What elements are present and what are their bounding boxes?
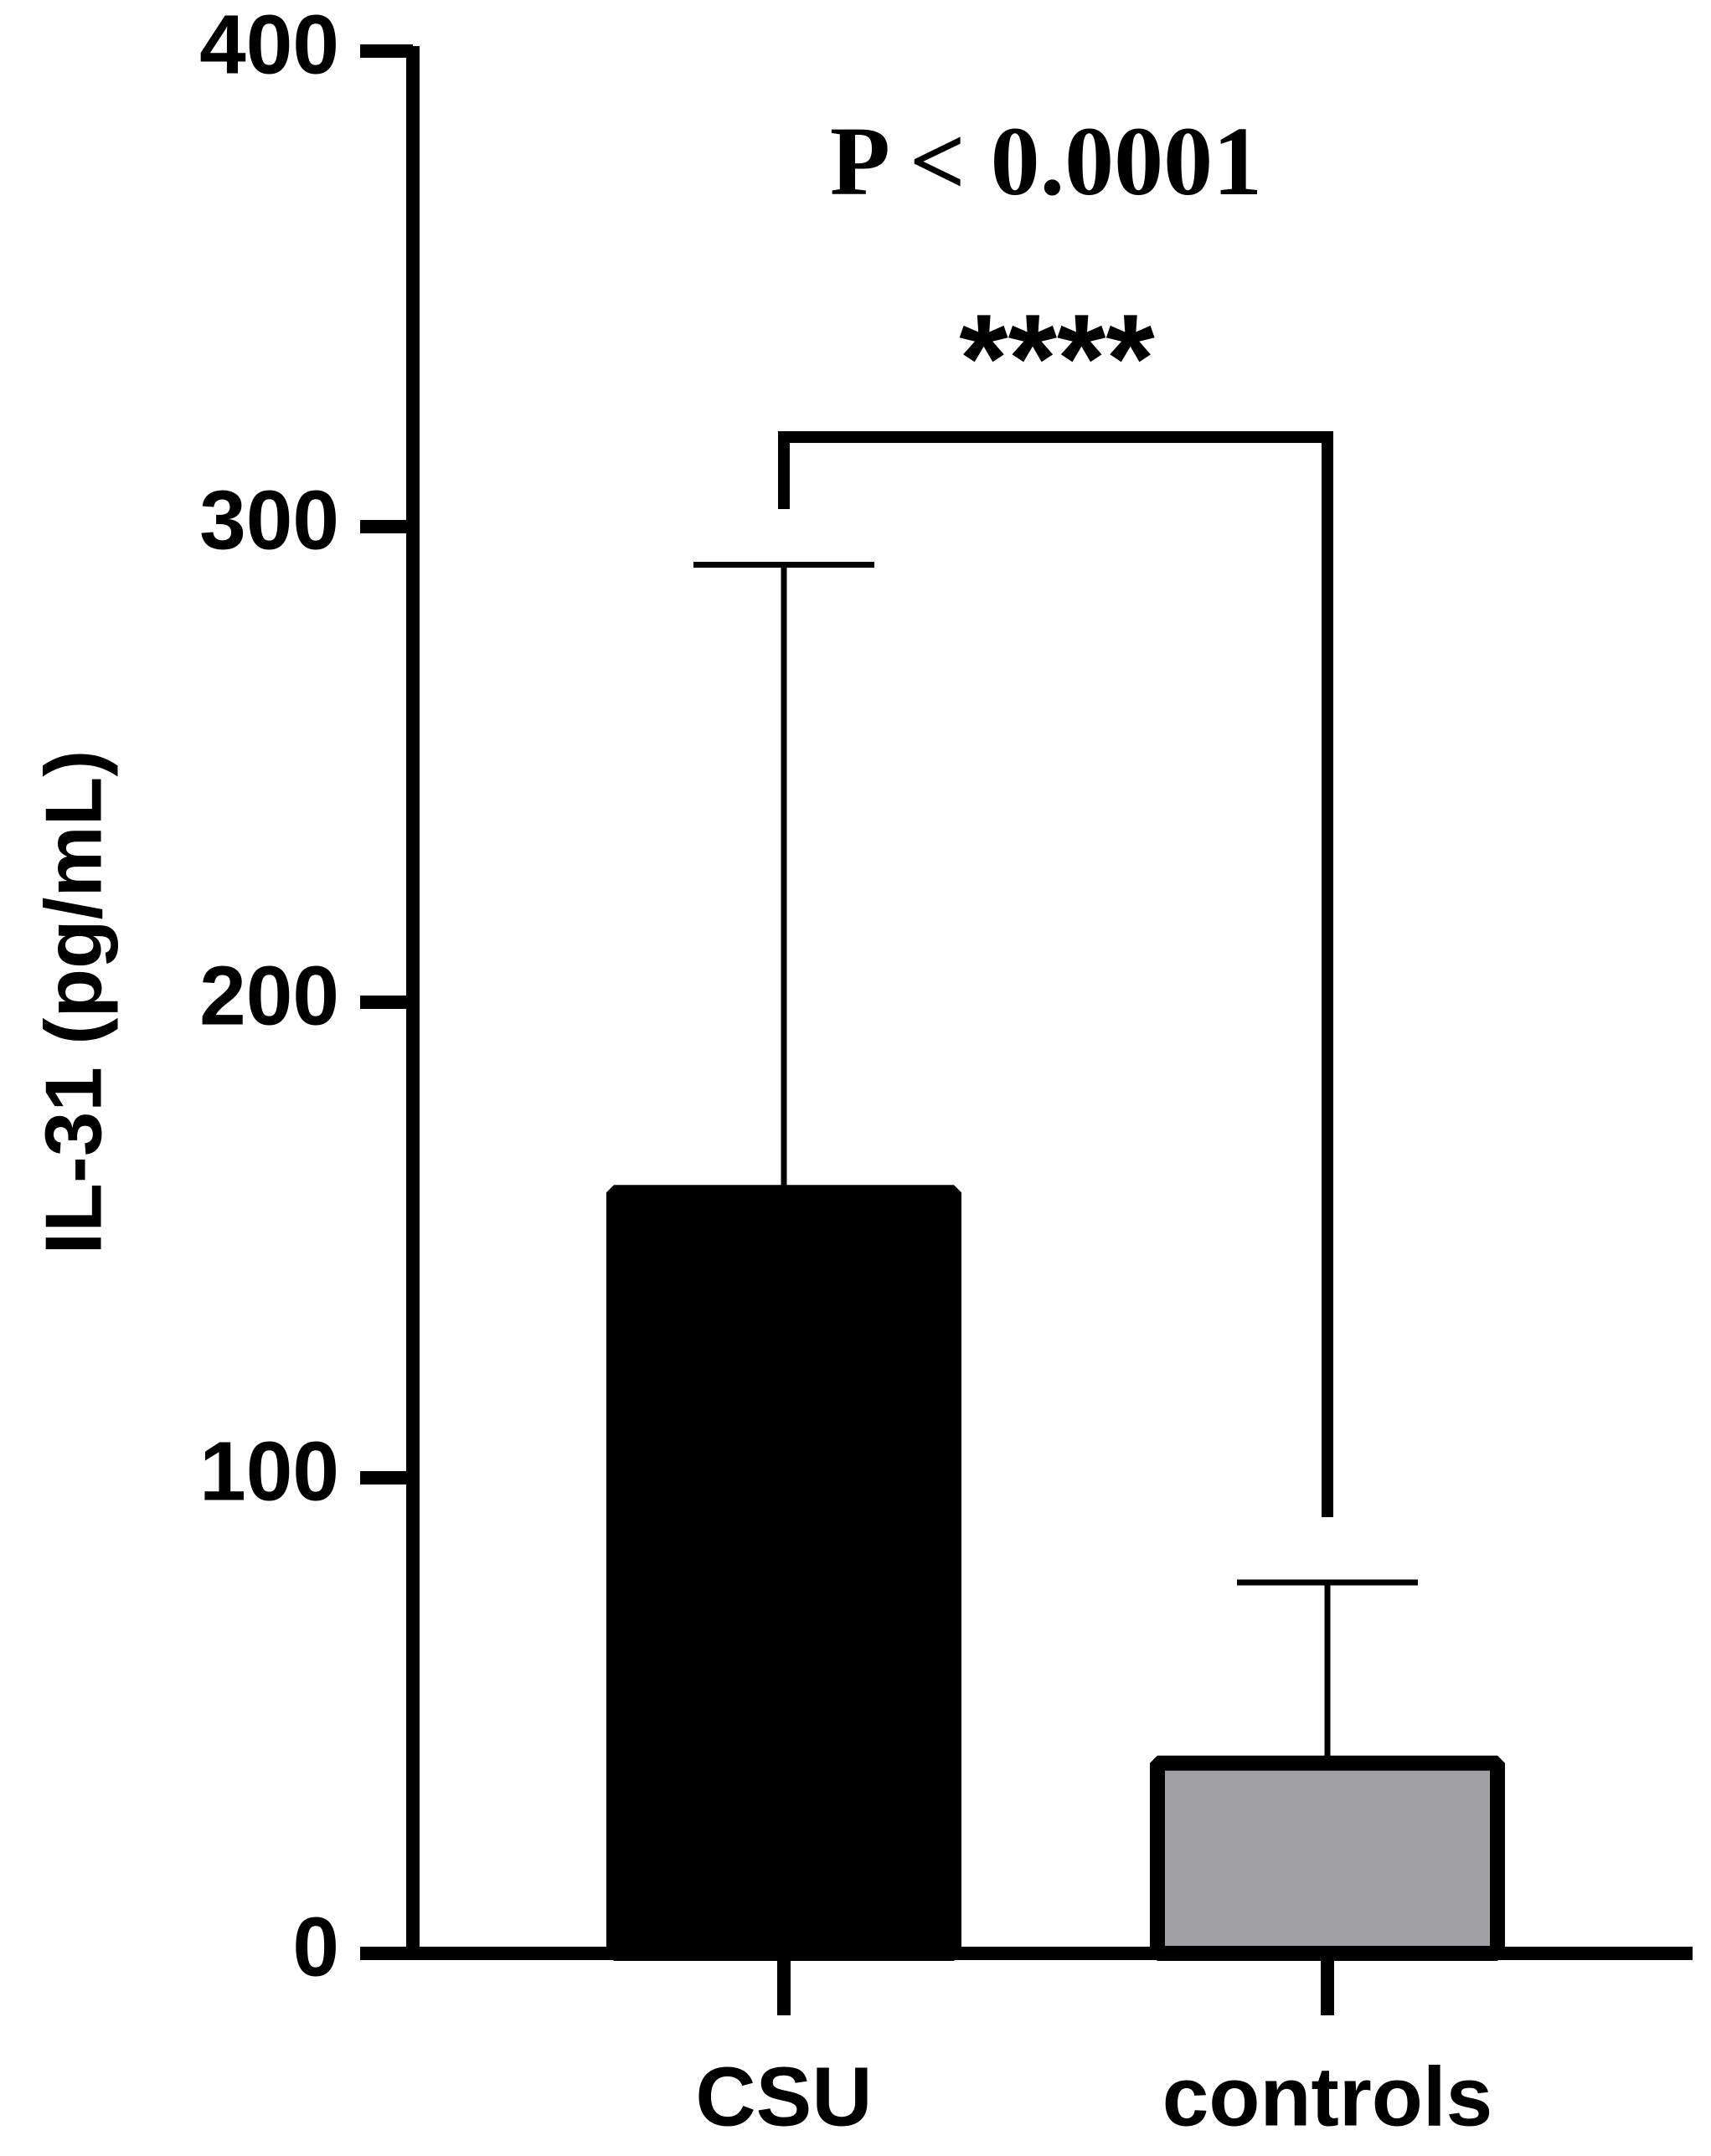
bar	[1150, 1755, 1505, 1962]
bar	[606, 1185, 961, 1961]
bracket	[778, 431, 1333, 1517]
y-tick-label: 400	[199, 0, 339, 91]
significance: ****	[959, 288, 1155, 429]
y-tick-label: 200	[199, 949, 339, 1042]
y-tick-label: 100	[199, 1424, 339, 1518]
y-axis-label: IL-31 (pg/mL)	[28, 750, 118, 1255]
p-value: P < 0.0001	[830, 106, 1262, 216]
x-tick-label: controls	[1162, 2050, 1492, 2143]
y-tick-label: 0	[292, 1900, 339, 1994]
y-tick-label: 300	[199, 473, 339, 567]
x-tick-label: CSU	[695, 2050, 872, 2143]
